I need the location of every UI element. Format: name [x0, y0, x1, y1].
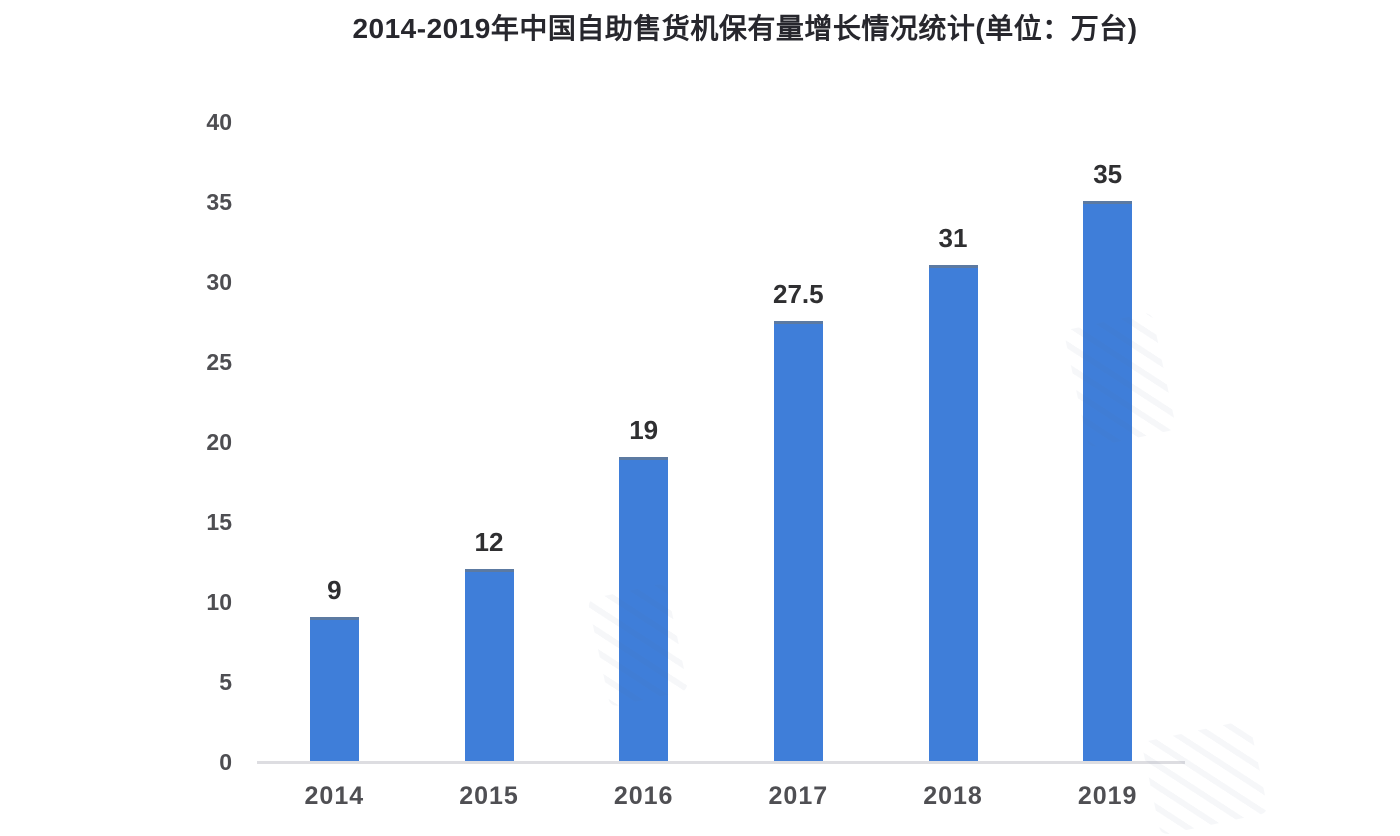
x-tick-label-2015: 2015 — [459, 782, 519, 810]
bar-value-label-2014: 9 — [327, 575, 342, 605]
bar-value-label-2019: 35 — [1093, 159, 1123, 189]
bar-2017 — [773, 321, 823, 761]
y-tick-label-25: 25 — [206, 349, 232, 375]
watermark — [1141, 719, 1269, 836]
bar-2015 — [464, 569, 514, 761]
y-tick-label-15: 15 — [206, 509, 232, 535]
chart-title: 2014-2019年中国自助售货机保有量增长情况统计(单位：万台) — [352, 13, 1138, 44]
x-tick-label-2018: 2018 — [923, 782, 983, 810]
bar-value-label-2017: 27.5 — [773, 279, 824, 309]
x-axis-line — [257, 761, 1185, 764]
x-tick-label-2016: 2016 — [613, 782, 674, 810]
x-tick-label-2019: 2019 — [1077, 782, 1138, 810]
bar-value-label-2018: 31 — [938, 223, 968, 253]
y-tick-label-40: 40 — [206, 109, 232, 135]
x-tick-label-2014: 2014 — [304, 782, 365, 810]
y-tick-label-30: 30 — [206, 269, 232, 295]
bar-value-label-2016: 19 — [629, 415, 659, 445]
x-tick-label-2017: 2017 — [768, 782, 829, 810]
bar-2018 — [928, 265, 978, 761]
y-tick-label-0: 0 — [219, 749, 232, 775]
bar-value-label-2015: 12 — [474, 527, 504, 557]
bar-2016 — [619, 457, 669, 761]
bar-2014 — [309, 617, 359, 761]
y-tick-label-5: 5 — [219, 669, 232, 695]
bar-2019 — [1083, 201, 1133, 761]
y-tick-label-35: 35 — [206, 189, 232, 215]
y-tick-label-10: 10 — [206, 589, 232, 615]
y-tick-label-20: 20 — [206, 429, 232, 455]
